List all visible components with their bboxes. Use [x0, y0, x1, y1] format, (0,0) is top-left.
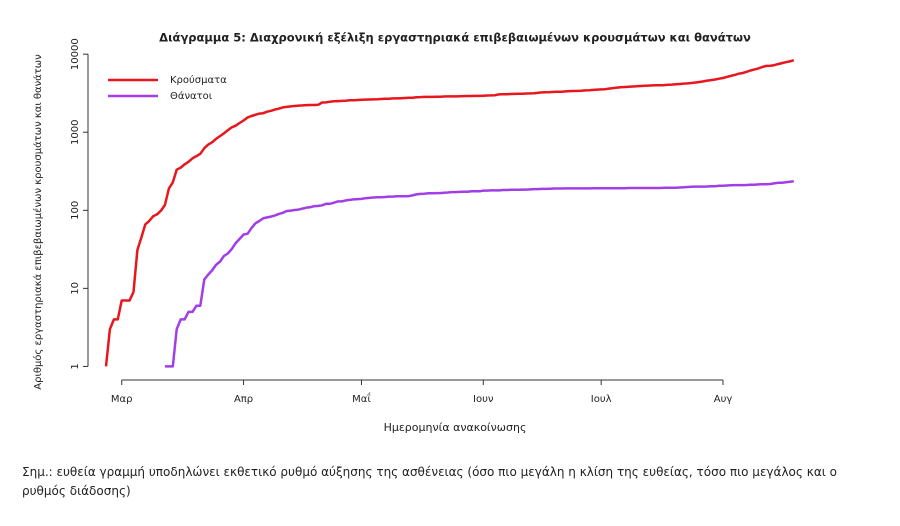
note: Σημ.: ευθεία γραμμή υποδηλώνει εκθετικό … [22, 465, 837, 498]
y-tick-label: 10 [70, 282, 81, 295]
x-tick-label: Ιουλ [591, 394, 612, 405]
series-line [164, 180, 794, 368]
legend-label: Θάνατοι [170, 90, 213, 102]
chart: Διάγραμμα 5: Διαχρονική εξέλιξη εργαστηρ… [32, 31, 795, 434]
series-line [104, 59, 795, 367]
x-tick-label: Αυγ [714, 394, 733, 405]
x-tick-label: Μαΐ [352, 391, 371, 405]
x-axis-label: Ημερομηνία ανακοίνωσης [384, 421, 527, 434]
x-tick-label: Μαρ [111, 394, 133, 405]
y-axis-label: Αριθμός εργαστηριακά επιβεβαιωμένων κρου… [32, 54, 44, 390]
chart-title: Διάγραμμα 5: Διαχρονική εξέλιξη εργαστηρ… [159, 31, 751, 45]
x-tick-label: Απρ [234, 394, 253, 405]
legend-label: Κρούσματα [170, 74, 227, 86]
x-tick-label: Ιουν [473, 394, 494, 405]
y-tick-label: 10000 [70, 38, 81, 70]
y-tick-label: 1 [70, 363, 81, 369]
y-tick-label: 1000 [70, 120, 81, 145]
y-tick-label: 100 [70, 201, 81, 220]
